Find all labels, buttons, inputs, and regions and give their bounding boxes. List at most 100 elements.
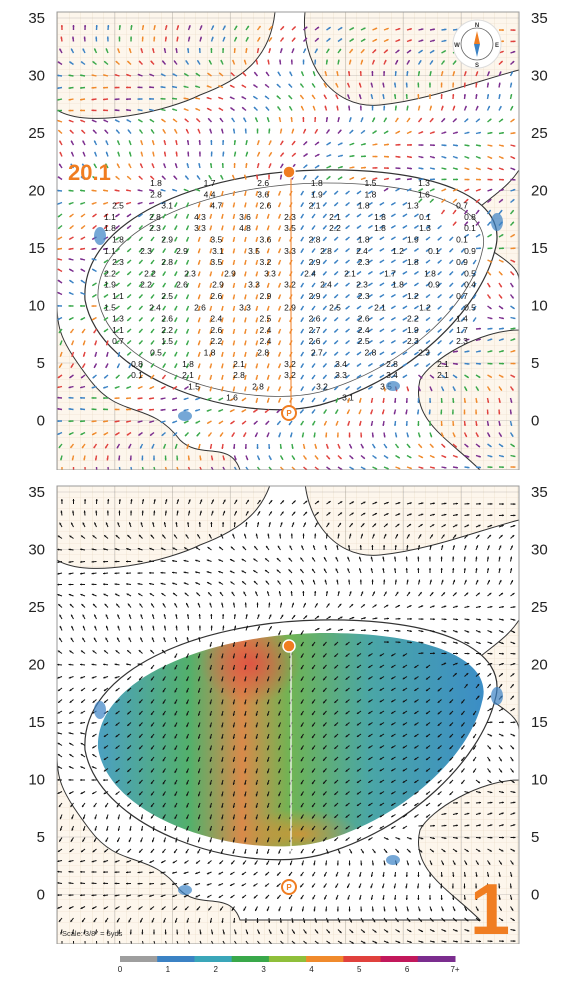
slope-arrow-head [419, 118, 422, 121]
slope-arrow-head [487, 400, 490, 403]
slope-arrow-head [414, 295, 417, 298]
slope-arrow [130, 466, 133, 470]
slope-arrow-head [418, 389, 421, 392]
slope-arrow-head [463, 556, 466, 559]
slope-arrow-head [69, 237, 72, 240]
slope-arrow-head [323, 250, 326, 253]
slope-value: 2.9 [309, 257, 321, 267]
slope-arrow-head [57, 594, 60, 596]
slope-value: 0.7 [456, 201, 468, 211]
slope-arrow-head [336, 545, 339, 548]
slope-arrow-head [103, 723, 107, 726]
slope-arrow-head [103, 272, 107, 275]
slope-arrow-head [449, 735, 452, 738]
slope-value: 3.5 [284, 223, 296, 233]
slope-arrow-head [221, 297, 224, 300]
slope-arrow-head [356, 723, 360, 726]
slope-arrow-head [188, 25, 191, 28]
slope-arrow-head [198, 343, 201, 346]
slope-arrow-head [359, 423, 362, 426]
slope-arrow-head [334, 712, 337, 715]
slope-arrow-head [379, 306, 382, 309]
slope-arrow-head [327, 522, 330, 525]
slope-arrow-head [429, 105, 432, 108]
slope-arrow-head [489, 673, 492, 676]
slope-arrow-head [57, 268, 60, 271]
slope-arrow-head [244, 205, 247, 208]
slope-arrow-head [104, 129, 107, 132]
slope-arrow-head [502, 514, 504, 517]
slope-arrow-head [335, 568, 338, 571]
slope-arrow-head [59, 140, 62, 143]
slope-arrow-head [92, 376, 95, 379]
slope-arrow-head [130, 510, 133, 513]
slope-arrow-head [345, 238, 348, 241]
slope-arrow-head [197, 60, 200, 63]
slope-arrow-head [257, 625, 260, 629]
slope-arrow-head [103, 98, 106, 101]
slope-arrow-head [368, 700, 371, 703]
slope-arrow-head [323, 678, 326, 681]
slope-arrow-head [281, 37, 284, 40]
slope-arrow-head [187, 625, 190, 628]
slope-arrow-head [379, 249, 382, 252]
slope-value: 0.1 [131, 370, 143, 380]
slope-arrow-head [267, 228, 270, 231]
slope-arrow-head [512, 375, 515, 378]
slope-arrow-head [502, 28, 504, 32]
slope-arrow-head [200, 499, 203, 502]
slope-arrow-head [139, 689, 142, 692]
slope-arrow-head [314, 591, 317, 594]
slope-arrow-head [409, 513, 412, 516]
slope-value: 0.7 [112, 336, 124, 346]
slope-arrow-head [501, 721, 504, 724]
slope-arrow-head [269, 457, 272, 460]
slope-arrow-head [440, 424, 443, 426]
slope-arrow-head [440, 412, 443, 415]
slope-arrow-head [223, 36, 226, 40]
slope-arrow-head [441, 434, 444, 438]
slope-arrow [141, 466, 144, 470]
slope-arrow-head [432, 50, 435, 53]
slope-arrow-head [150, 712, 153, 715]
slope-arrow-head [127, 735, 130, 738]
slope-arrow-head [59, 614, 62, 617]
slope-arrow-head [430, 388, 433, 392]
slope-arrow-head [337, 59, 340, 62]
slope-arrow-head [316, 615, 319, 618]
slope-arrow-head [512, 156, 516, 159]
slope-arrow-head [233, 48, 236, 51]
slope-arrow-head [208, 434, 211, 437]
slope-arrow-head [461, 273, 464, 276]
slope-value: 1.6 [226, 393, 238, 403]
slope-arrow-head [406, 105, 409, 108]
slope-arrow-head [127, 353, 130, 356]
slope-arrow-head [268, 522, 271, 525]
slope-arrow-head [300, 667, 303, 670]
slope-arrow-head [57, 676, 60, 679]
slope-arrow-head [115, 735, 118, 738]
slope-arrow-head [140, 151, 143, 154]
slope-arrow-head [267, 274, 270, 277]
slope-arrow-head [69, 689, 72, 692]
slope-arrow-head [117, 163, 119, 166]
slope-arrow-head [137, 97, 140, 101]
slope-arrow-head [80, 176, 84, 179]
slope-arrow-head [232, 331, 235, 334]
slope-arrow-head [209, 320, 212, 323]
slope-arrow-head [256, 447, 259, 449]
slope-arrow-head [172, 97, 175, 100]
slope-value: 1.1 [112, 325, 124, 335]
slope-arrow-head [209, 274, 212, 277]
slope-arrow-head [444, 502, 447, 505]
slope-arrow-head [175, 625, 178, 628]
slope-arrow-head [323, 330, 326, 333]
slope-arrow-head [232, 174, 235, 178]
slope-arrow-head [347, 568, 350, 571]
slope-arrow-head [348, 545, 351, 548]
slope-arrow-head [114, 98, 117, 101]
slope-arrow-head [267, 174, 271, 177]
slope-arrow-head [489, 524, 493, 527]
slope-arrow-head [209, 354, 212, 357]
slope-arrow-head [58, 215, 61, 218]
